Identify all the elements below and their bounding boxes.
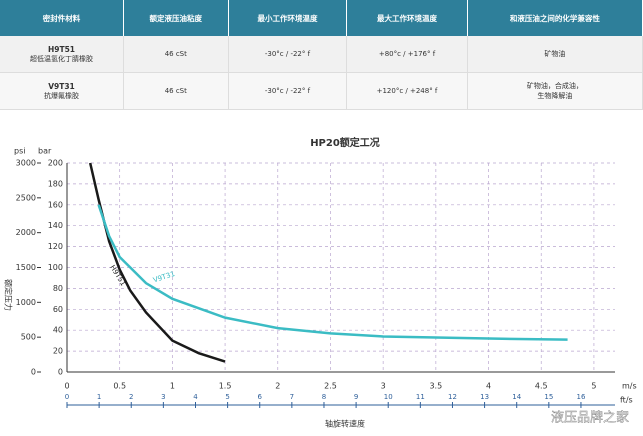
x-tick-label: 4 (486, 382, 491, 391)
cell-text: 矿物油 (544, 50, 566, 58)
x-unit: m/s (622, 382, 637, 391)
y-tick-label: 120 (48, 242, 63, 251)
x2-tick-label: 13 (480, 393, 489, 401)
x2-tick-label: 7 (290, 393, 294, 401)
header-cell: 密封件材料 (0, 0, 124, 36)
y-tick-label: 180 (48, 179, 63, 188)
y-tick-label: 160 (48, 200, 63, 209)
cell-text: +80°c / +176° f (378, 50, 436, 58)
x2-tick-label: 10 (384, 393, 393, 401)
cell-text: 46 cSt (164, 87, 187, 95)
cell-text: H9T51 (47, 44, 76, 54)
watermark: 液压品牌之家 (551, 410, 629, 426)
x2-tick-label: 16 (576, 393, 585, 401)
y-tick-label: 40 (53, 326, 63, 335)
x2-tick-label: 15 (544, 393, 553, 401)
cell-text: 抗爆氟橡胶 (43, 91, 79, 100)
table-cell: +80°c / +176° f (346, 36, 468, 73)
x-tick-label: 4.5 (535, 382, 548, 391)
y2-tick-label: 1000 (16, 298, 36, 307)
table-cell: -30°c / -22° f (228, 72, 348, 110)
x-tick-label: 5 (591, 382, 596, 391)
table-body: H9T51 超低温氢化丁腈橡胶 46 cSt -30°c / -22° f +80°c … (0, 36, 643, 110)
x2-tick-label: 14 (512, 393, 521, 401)
y-tick-label: 60 (53, 305, 63, 314)
x2-tick-label: 11 (416, 393, 425, 401)
table-cell: -30°c / -22° f (228, 36, 348, 73)
table-cell: 矿物油，合成油， 生物降解油 (467, 72, 643, 110)
y2-tick-label: 0 (31, 368, 36, 377)
x2-tick-label: 8 (322, 393, 326, 401)
y-tick-label: 100 (48, 263, 63, 272)
series-label: H9T51 (108, 264, 127, 288)
table-cell: 46 cSt (123, 72, 229, 110)
table-cell: H9T51 超低温氢化丁腈橡胶 (0, 36, 124, 73)
y-axis-title: 额定压力 (4, 279, 14, 311)
cell-text: -30°c / -22° f (264, 50, 311, 58)
series-label: V9T31 (152, 270, 176, 285)
x2-unit: ft/s (620, 396, 633, 405)
x-tick-label: 2.5 (324, 382, 337, 391)
seal-table: 密封件材料 额定液压油粘度 最小工作环境温度 最大工作环境温度 和液压油之间的化学兼容性… (0, 0, 643, 110)
cell-text: V9T31 (48, 81, 75, 91)
x2-tick-label: 6 (257, 393, 262, 401)
header-cell: 额定液压油粘度 (123, 0, 229, 36)
table-row: H9T51 超低温氢化丁腈橡胶 46 cSt -30°c / -22° f +80°c … (0, 36, 643, 73)
x2-tick-label: 9 (354, 393, 358, 401)
x-tick-label: 0.5 (113, 382, 126, 391)
y2-unit: psi (14, 147, 25, 156)
x2-tick-label: 0 (65, 393, 69, 401)
y-unit: bar (38, 147, 52, 156)
y-tick-label: 20 (53, 347, 63, 356)
x-tick-label: 3 (381, 382, 386, 391)
header-cell: 最小工作环境温度 (228, 0, 348, 36)
chart-title: HP20额定工况 (310, 136, 380, 149)
table-row: V9T31 抗爆氟橡胶 46 cSt -30°c / -22° f +120°c / +… (0, 72, 643, 110)
y2-tick-label: 1500 (16, 263, 36, 272)
cell-text: 46 cSt (164, 50, 187, 58)
table-cell: V9T31 抗爆氟橡胶 (0, 72, 124, 110)
y-tick-label: 200 (48, 159, 63, 168)
x2-tick-label: 1 (97, 393, 101, 401)
x2-tick-label: 3 (161, 393, 165, 401)
x2-tick-label: 4 (193, 393, 198, 401)
y2-tick-label: 3000 (16, 159, 36, 168)
series-line (97, 204, 568, 341)
cell-text: 生物降解油 (537, 92, 573, 100)
header-cell: 和液压油之间的化学兼容性 (467, 0, 643, 36)
cell-text: -30°c / -22° f (264, 87, 311, 95)
x-tick-label: 3.5 (429, 382, 442, 391)
y2-tick-label: 2500 (16, 193, 36, 202)
table-cell: 矿物油 (467, 36, 643, 73)
y-tick-label: 80 (53, 284, 63, 293)
cell-text: 超低温氢化丁腈橡胶 (29, 54, 93, 63)
cell-text: +120°c / +248° f (376, 87, 438, 95)
y-tick-label: 140 (48, 221, 63, 230)
table-cell: 46 cSt (123, 36, 229, 73)
x-tick-label: 2 (275, 382, 280, 391)
x-tick-label: 1 (170, 382, 175, 391)
series-line (88, 162, 226, 363)
x2-tick-label: 5 (225, 393, 229, 401)
cell-text: 矿物油，合成油， (526, 82, 583, 90)
x-tick-label: 0 (64, 382, 69, 391)
x2-tick-label: 12 (448, 393, 457, 401)
y2-tick-label: 500 (21, 333, 36, 342)
y-tick-label: 0 (58, 368, 63, 377)
table-cell: +120°c / +248° f (346, 72, 468, 110)
y2-tick-label: 2000 (16, 228, 36, 237)
x-tick-label: 1.5 (219, 382, 232, 391)
x2-tick-label: 2 (129, 393, 133, 401)
table-header: 密封件材料 额定液压油粘度 最小工作环境温度 最大工作环境温度 和液压油之间的化学兼容性 (0, 0, 643, 36)
header-cell: 最大工作环境温度 (346, 0, 468, 36)
x-axis-title: 轴旋转速度 (325, 419, 365, 429)
